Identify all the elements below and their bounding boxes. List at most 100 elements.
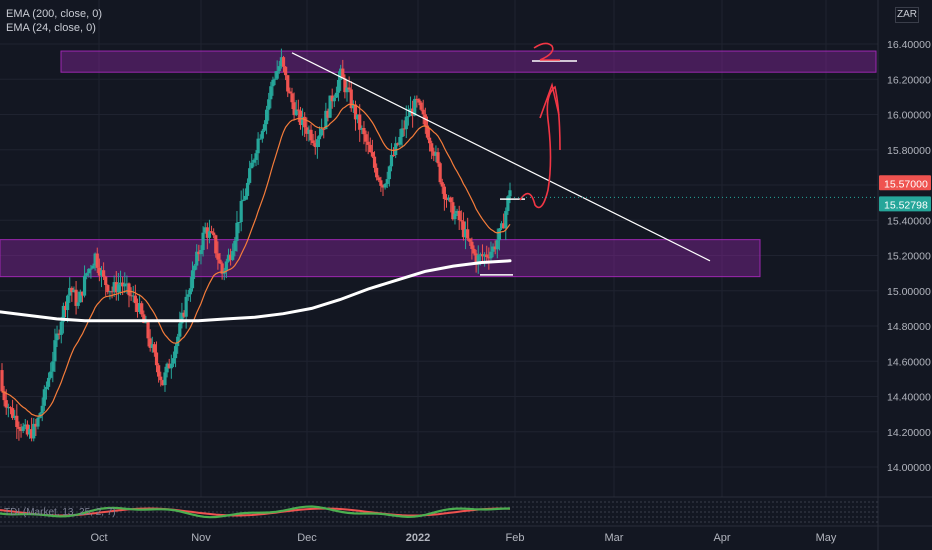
candle-body [218, 259, 222, 264]
candle-body [256, 138, 260, 154]
candle-body [167, 363, 171, 369]
candle-body [298, 110, 303, 125]
candle-body [32, 423, 36, 439]
handwritten-2 [533, 42, 560, 61]
currency-badge[interactable]: ZAR [895, 7, 919, 23]
candle-body [104, 276, 108, 286]
moving-averages [0, 103, 512, 417]
candle-body [421, 109, 425, 115]
candle-body [8, 407, 13, 409]
candle-body [436, 152, 440, 164]
candle-body [21, 426, 25, 431]
candle-body [277, 66, 281, 72]
price-tick-label: 16.40000 [887, 39, 931, 51]
price-axis[interactable]: 14.00000 14.20000 14.40000 14.60000 14.80000… [877, 0, 931, 550]
candle-body [267, 99, 271, 110]
candle-body [307, 129, 311, 134]
candle-body [188, 288, 192, 295]
candle-body [339, 68, 343, 81]
candle-body [398, 137, 402, 145]
candle-body [347, 87, 351, 90]
candle-body [315, 139, 319, 148]
candle-body [391, 154, 396, 156]
price-tick-label: 14.00000 [887, 462, 931, 474]
candle-body [466, 229, 470, 239]
time-tick-label: Dec [297, 532, 317, 544]
price-tick-label: 15.20000 [887, 251, 931, 263]
candle-body [389, 154, 394, 167]
candle-body [241, 199, 245, 201]
candle-body [311, 140, 315, 144]
candle-body [13, 415, 17, 418]
candle-body [46, 377, 51, 387]
candle-body [453, 213, 457, 220]
candle-body [322, 128, 326, 130]
ema-price-label-bg [879, 196, 931, 212]
candle-body [209, 231, 214, 233]
candle-body [406, 116, 410, 118]
candle-body [190, 270, 195, 289]
candle-body [93, 253, 97, 266]
candle-body [451, 202, 455, 220]
candle-body [142, 314, 146, 323]
candle-body [400, 128, 404, 138]
candle-body [152, 344, 156, 353]
candle-body [489, 251, 493, 259]
last-price-label: 15.57000 [884, 178, 928, 190]
candle-body [178, 323, 182, 337]
candle-body [292, 102, 296, 116]
candle-body [150, 344, 154, 348]
candle-body [10, 408, 15, 418]
tdi-rsi-line [0, 505, 511, 519]
candle-body [72, 289, 76, 293]
candle-body [49, 371, 53, 378]
candle-body [328, 95, 332, 118]
candle-body [472, 248, 476, 254]
ema24-legend[interactable]: EMA (24, close, 0) [6, 22, 96, 34]
candle-body [438, 163, 442, 183]
candle-body [165, 363, 169, 373]
candle-body [491, 246, 495, 252]
candle-body [290, 93, 294, 103]
candle-body [296, 109, 300, 111]
candle-body [396, 143, 400, 145]
candle-body [44, 386, 49, 390]
candle-body [480, 254, 485, 257]
candle-body [387, 166, 391, 180]
candle-body [159, 376, 163, 381]
candle-body [127, 283, 131, 296]
purple-zones [0, 50, 877, 278]
time-axis[interactable]: Oct Nov Dec 2022 Feb Mar Apr May [0, 496, 932, 544]
candle-body [440, 182, 444, 187]
candle-body [326, 110, 330, 118]
candle-body [220, 263, 224, 274]
candle-body [281, 57, 286, 67]
tdi-indicator-pane[interactable] [0, 501, 878, 523]
candle-body [286, 75, 290, 92]
candle-body [463, 229, 468, 238]
time-tick-label: Feb [506, 532, 525, 544]
candle-body [4, 400, 8, 408]
candle-body [411, 108, 415, 116]
time-tick-label: Nov [191, 532, 211, 544]
candle-body [133, 295, 137, 304]
candle-body [379, 180, 383, 186]
candle-body [258, 138, 262, 140]
candle-body [131, 295, 135, 297]
candle-body [146, 322, 150, 339]
candle-body [140, 303, 144, 315]
candle-body [95, 253, 99, 268]
candle-body [375, 167, 379, 178]
candle-body [345, 87, 349, 93]
candle-body [212, 232, 216, 236]
price-tick-label: 14.20000 [887, 427, 931, 439]
candle-body [351, 104, 355, 109]
candle-body [108, 291, 112, 293]
candle-body [19, 428, 23, 431]
tdi-label: TDI (Market, 13, 25, 2, 7) [4, 507, 116, 518]
candle-body [116, 284, 121, 293]
candle-body [358, 114, 362, 130]
price-tick-label: 15.00000 [887, 286, 931, 298]
ema200-legend[interactable]: EMA (200, close, 0) [6, 8, 102, 20]
